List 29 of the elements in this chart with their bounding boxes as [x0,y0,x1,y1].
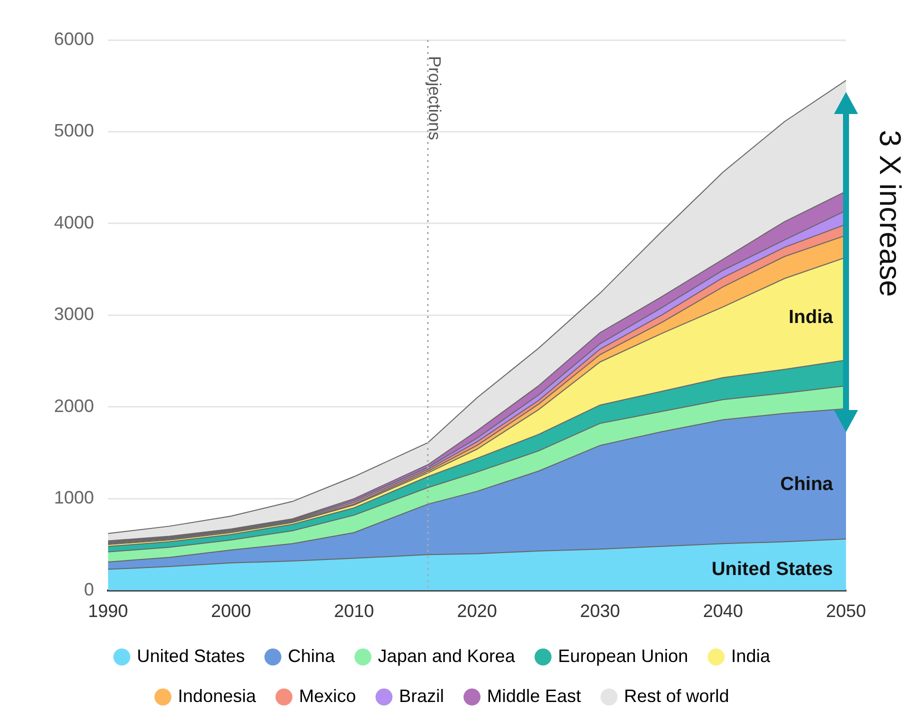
legend-label: European Union [558,646,688,666]
y-tick-label: 6000 [54,28,94,49]
ref-line-label: Projections [425,56,444,140]
legend-label: Rest of world [624,686,730,706]
x-tick-label: 2000 [211,601,252,622]
x-tick-label: 1990 [88,601,128,622]
y-tick-label: 2000 [54,396,94,416]
legend-label: Indonesia [178,686,257,706]
legend-label: United States [136,646,245,666]
y-tick-label: 3000 [54,304,94,324]
annotation: United States [712,559,833,581]
x-tick-label: 2030 [580,601,620,622]
y-tick-label: 0 [84,579,94,600]
legend-label: China [288,646,336,666]
legend-label: Japan and Korea [378,646,516,666]
x-tick-label: 2050 [826,601,866,622]
legend-label: Mexico [298,686,356,706]
legend-label: Brazil [398,686,444,706]
y-tick-label: 5000 [54,120,94,141]
legend-label: Middle East [487,686,582,706]
y-tick-label: 4000 [54,212,94,232]
annotation: China [780,474,833,496]
text: 3 X increase [872,130,906,297]
legend-label: India [731,646,772,666]
y-tick-label: 1000 [54,488,94,508]
x-tick-label: 2040 [702,601,744,622]
annotation: India [788,307,833,329]
x-tick-label: 2020 [457,601,498,622]
x-tick-label: 2010 [334,601,374,622]
